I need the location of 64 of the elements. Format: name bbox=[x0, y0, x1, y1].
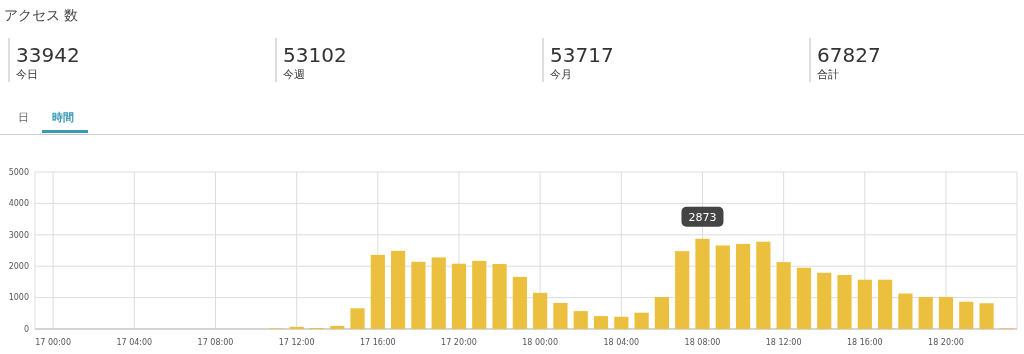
bar bbox=[472, 260, 487, 329]
x-tick-label: 18 12:00 bbox=[765, 338, 802, 347]
x-tick-label: 18 00:00 bbox=[522, 338, 559, 347]
y-tick-label: 5000 bbox=[8, 167, 29, 177]
y-tick-label: 4000 bbox=[8, 199, 29, 209]
bar bbox=[289, 326, 304, 329]
bar bbox=[350, 308, 365, 329]
bar bbox=[573, 311, 588, 329]
y-tick-label: 0 bbox=[23, 324, 29, 334]
x-tick-label: 18 04:00 bbox=[603, 338, 640, 347]
bar bbox=[533, 292, 548, 329]
bar bbox=[512, 276, 527, 329]
text: 53102 bbox=[283, 43, 347, 67]
bar bbox=[431, 257, 446, 329]
bar bbox=[837, 274, 852, 329]
y-tick-label: 1000 bbox=[8, 293, 29, 303]
x-tick-label: 18 20:00 bbox=[928, 338, 964, 347]
bar bbox=[796, 267, 812, 329]
x-tick-label: 17 20:00 bbox=[441, 338, 477, 347]
bar bbox=[979, 303, 994, 329]
text: アクセス 数 bbox=[4, 7, 79, 23]
bar bbox=[878, 279, 893, 329]
text: 合計 bbox=[817, 68, 839, 81]
bar bbox=[593, 316, 609, 329]
bar bbox=[553, 302, 568, 329]
bar bbox=[654, 296, 669, 329]
bar bbox=[756, 241, 771, 329]
bar bbox=[492, 264, 507, 329]
bar bbox=[411, 261, 426, 329]
bar bbox=[817, 272, 832, 329]
x-tick-label: 18 08:00 bbox=[684, 338, 721, 347]
bar bbox=[898, 293, 913, 329]
bar bbox=[776, 262, 791, 329]
text: 33942 bbox=[16, 43, 80, 67]
bar bbox=[614, 316, 629, 329]
bar bbox=[959, 301, 974, 329]
text: 53717 bbox=[550, 43, 614, 67]
x-tick-label: 17 00:00 bbox=[35, 338, 72, 347]
text: 67827 bbox=[817, 43, 881, 67]
text: 今月 bbox=[550, 68, 572, 81]
bar bbox=[634, 312, 649, 329]
bar bbox=[938, 296, 954, 329]
x-tick-label: 17 16:00 bbox=[359, 338, 396, 347]
y-tick-label: 2000 bbox=[8, 262, 29, 271]
bar bbox=[857, 279, 872, 329]
x-tick-label: 17 08:00 bbox=[197, 338, 234, 347]
bar bbox=[715, 245, 730, 329]
text: 時間 bbox=[52, 111, 74, 124]
x-tick-label: 17 04:00 bbox=[116, 338, 153, 347]
y-tick-label: 3000 bbox=[8, 230, 29, 240]
bar bbox=[370, 254, 385, 329]
bar bbox=[735, 243, 751, 329]
text: 今週 bbox=[283, 68, 305, 81]
bar bbox=[330, 325, 345, 329]
bar bbox=[451, 263, 467, 329]
x-tick-label: 18 16:00 bbox=[846, 338, 883, 347]
bar bbox=[675, 251, 690, 329]
text: 今日 bbox=[16, 68, 38, 81]
bar bbox=[391, 250, 406, 329]
bar bbox=[695, 238, 710, 329]
annotation: 2873 bbox=[688, 210, 717, 224]
text: 日 bbox=[18, 111, 29, 124]
x-tick-label: 17 12:00 bbox=[278, 338, 315, 347]
bar bbox=[918, 296, 933, 329]
